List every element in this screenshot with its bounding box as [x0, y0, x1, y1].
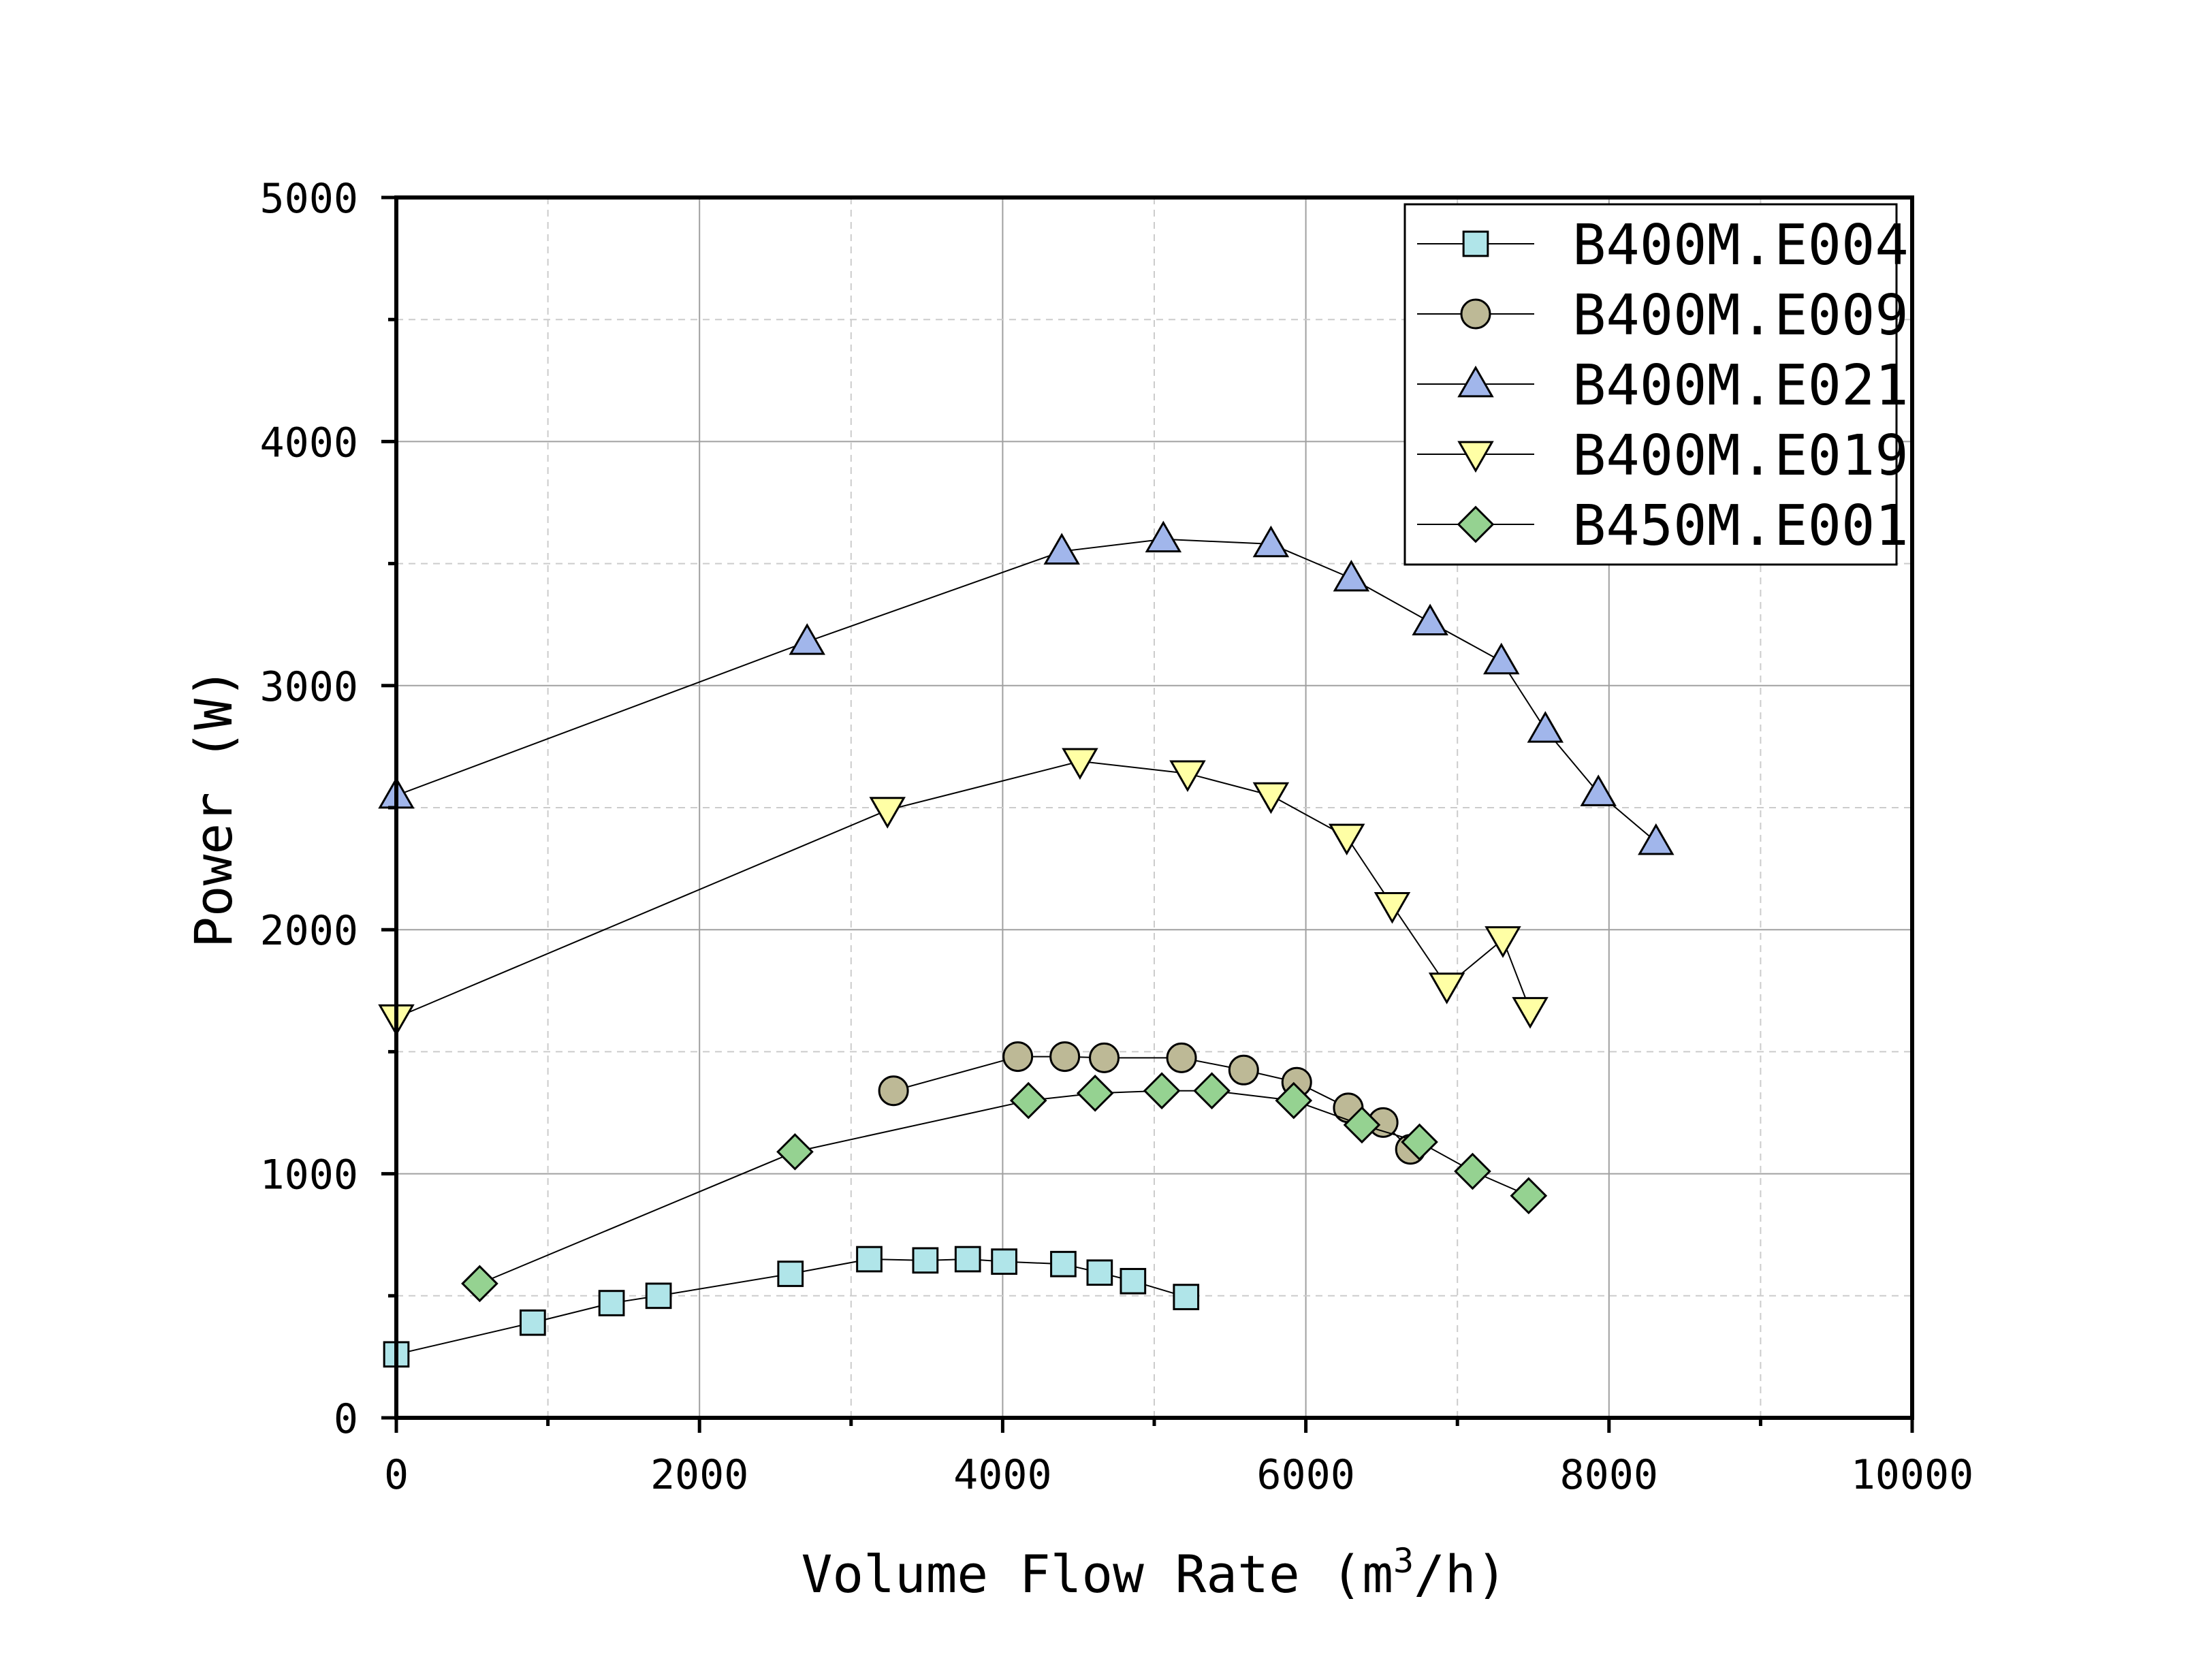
data-point — [1510, 1177, 1548, 1215]
legend-label: B400M.E019 — [1572, 424, 1909, 488]
data-point — [856, 1246, 883, 1273]
data-point — [1145, 520, 1182, 553]
data-point — [1050, 1250, 1077, 1278]
legend-label: B450M.E001 — [1572, 494, 1909, 558]
data-point — [878, 1075, 909, 1107]
data-point — [1483, 642, 1520, 675]
legend-entry: B400M.E004 — [1417, 213, 1909, 278]
data-point — [645, 1282, 672, 1310]
series-b400m-e004 — [383, 1246, 1200, 1368]
data-point — [1120, 1267, 1147, 1295]
data-point — [991, 1248, 1017, 1275]
x-axis-title-end: /h) — [1414, 1544, 1507, 1604]
data-point — [1193, 1072, 1231, 1110]
data-point — [1173, 1284, 1200, 1310]
data-point — [1009, 1081, 1047, 1120]
legend-marker — [1457, 441, 1494, 473]
legend-marker — [1457, 365, 1494, 398]
data-point — [1401, 1123, 1438, 1161]
data-point — [461, 1265, 498, 1303]
x-axis-title-main: Volume Flow Rate (m — [802, 1544, 1393, 1604]
y-axis-title: Power (W) — [183, 667, 244, 948]
x-tick-label: 8000 — [1560, 1451, 1659, 1499]
data-point — [869, 797, 906, 829]
data-point — [1089, 1042, 1120, 1073]
x-tick-label: 6000 — [1256, 1451, 1355, 1499]
ticks: 0 2000 4000 6000 8000 10000 0 1000 2000 3000 4000 5… — [260, 175, 1974, 1499]
x-tick-label: 2000 — [650, 1451, 749, 1499]
data-point — [1374, 892, 1411, 924]
data-point — [1228, 1054, 1259, 1085]
data-point — [1252, 525, 1290, 558]
series-layer — [378, 520, 1675, 1368]
series-b400m-e021 — [378, 520, 1675, 855]
legend: B400M.E004B400M.E009B400M.E021B400M.E019… — [1403, 203, 1909, 566]
y-tick-label: 1000 — [260, 1152, 359, 1199]
legend-entry: B400M.E019 — [1417, 424, 1909, 488]
x-axis-title: Volume Flow Rate (m3/h) — [802, 1541, 1508, 1604]
x-axis-title-superscript: 3 — [1393, 1541, 1414, 1581]
y-tick-label: 4000 — [260, 419, 359, 466]
x-tick-label: 0 — [384, 1451, 409, 1499]
data-point — [1002, 1041, 1034, 1073]
data-point — [1412, 603, 1448, 635]
y-tick-label: 0 — [334, 1395, 358, 1443]
data-point — [1485, 926, 1521, 958]
data-point — [1454, 1152, 1491, 1190]
data-point — [1076, 1075, 1114, 1112]
data-point — [1333, 559, 1370, 592]
legend-label: B400M.E021 — [1572, 353, 1909, 418]
data-point — [1043, 533, 1080, 565]
data-point — [777, 1261, 804, 1287]
data-point — [1086, 1259, 1113, 1286]
data-point — [912, 1247, 939, 1274]
data-point — [1275, 1081, 1313, 1120]
legend-marker — [1460, 298, 1491, 330]
data-point — [1169, 760, 1206, 792]
data-point — [598, 1290, 625, 1316]
data-point — [1049, 1041, 1081, 1073]
legend-label: B400M.E004 — [1572, 213, 1909, 278]
series-line — [396, 760, 1531, 1019]
data-point — [1143, 1072, 1181, 1110]
y-tick-label: 3000 — [260, 663, 359, 711]
data-point — [1580, 774, 1617, 806]
data-point — [519, 1309, 546, 1336]
legend-label: B400M.E009 — [1572, 283, 1909, 348]
x-tick-label: 4000 — [953, 1451, 1052, 1499]
data-point — [1252, 782, 1290, 814]
data-point — [1343, 1106, 1381, 1144]
data-point — [1512, 997, 1549, 1029]
data-point — [1328, 823, 1365, 856]
legend-marker — [1462, 230, 1489, 257]
series-b400m-e019 — [378, 748, 1549, 1036]
data-point — [1166, 1042, 1197, 1073]
data-point — [1428, 972, 1465, 1004]
y-tick-label: 5000 — [260, 175, 359, 223]
data-point — [954, 1246, 981, 1273]
data-point — [1527, 711, 1564, 743]
legend-marker — [1457, 505, 1495, 543]
y-tick-label: 2000 — [260, 907, 359, 955]
x-tick-label: 10000 — [1851, 1451, 1974, 1499]
data-point — [789, 623, 825, 655]
data-point — [1638, 823, 1675, 855]
legend-entry: B400M.E021 — [1417, 353, 1909, 418]
legend-entry: B450M.E001 — [1417, 494, 1909, 558]
data-point — [776, 1133, 814, 1171]
legend-entry: B400M.E009 — [1417, 283, 1909, 348]
series-b450m-e001 — [461, 1072, 1548, 1303]
data-point — [1062, 748, 1098, 780]
